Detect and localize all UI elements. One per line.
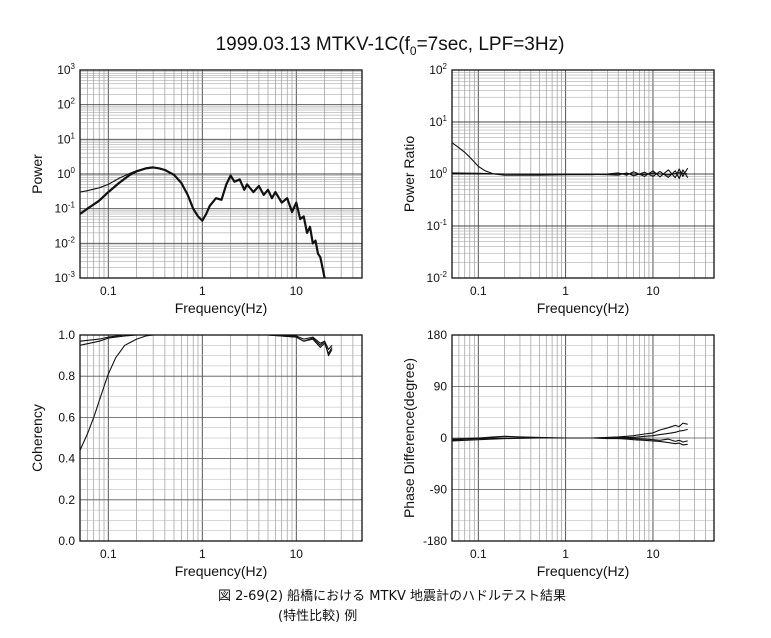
y-tick-label: 1.0 [58, 328, 75, 342]
y-tick-label: 10-1 [427, 218, 448, 233]
panel-power: 0.1 1 10 10-3 10-2 10-1 100 101 102 103 Frequency(… [29, 62, 363, 316]
x-axis-label: Frequency(Hz) [175, 300, 268, 316]
y-tick-label: 101 [429, 114, 447, 129]
y-tick-label: 90 [434, 380, 448, 394]
y-axis-label: Phase Difference(degree) [401, 358, 417, 518]
y-tick-label: 102 [429, 62, 447, 77]
series-line [79, 334, 333, 451]
series-line [451, 142, 689, 179]
x-axis-label: Frequency(Hz) [537, 563, 630, 579]
x-tick-label: 10 [646, 284, 660, 298]
plot-frame [451, 334, 715, 542]
panel-phase: 0.1 1 10 -180 -90 0 90 180 Frequency(Hz) Phase Di… [401, 328, 715, 579]
y-tick-label: 100 [429, 166, 447, 181]
series-line [79, 334, 333, 357]
y-tick-label: 10-2 [427, 270, 448, 285]
y-tick-label: 103 [57, 62, 75, 77]
x-tick-label: 10 [290, 547, 304, 561]
y-tick-label: 0.2 [58, 493, 75, 507]
y-tick-label: 10-2 [55, 235, 76, 250]
y-axis-label: Power Ratio [401, 136, 417, 212]
x-tick-label: 1 [199, 284, 206, 298]
y-axis-label: Power [29, 154, 45, 194]
series-line [451, 437, 688, 443]
x-tick-label: 10 [290, 284, 304, 298]
figure-caption-line2: (特性比較) 例 [278, 609, 357, 624]
x-tick-label: 1 [562, 284, 569, 298]
x-tick-label: 0.1 [470, 284, 487, 298]
y-axis-label: Coherency [29, 404, 45, 472]
panels: 0.1 1 1010-310-210-1100101102103Frequency(… [29, 62, 715, 579]
plot-frame [79, 69, 363, 279]
x-tick-label: 0.1 [470, 547, 487, 561]
y-tick-label: 100 [57, 166, 75, 181]
series-line [452, 172, 688, 176]
x-tick-label: 0.1 [100, 284, 117, 298]
y-tick-label: 0.8 [58, 369, 75, 383]
y-tick-label: 0 [440, 431, 447, 445]
y-tick-label: 102 [57, 97, 75, 112]
x-axis-label: Frequency(Hz) [537, 300, 630, 316]
x-tick-label: 10 [646, 547, 660, 561]
figure-title: 1999.03.13 MTKV-1C(f0=7sec, LPF=3Hz) [216, 34, 565, 58]
x-tick-label: 1 [562, 547, 569, 561]
y-tick-label: 0.0 [58, 534, 75, 548]
y-tick-label: -180 [423, 534, 447, 548]
y-tick-label: 180 [427, 328, 447, 342]
y-tick-label: 10-3 [55, 270, 76, 285]
series-line [79, 166, 203, 222]
figure-caption-line1: 図 2-69(2) 船橋における MTKV 地震計のハドルテスト結果 [218, 588, 566, 604]
panel-coherency: 0.1 1 10 0.0 0.2 0.4 0.6 0.8 1.0 Frequency(Hz) Coh… [29, 328, 363, 579]
x-axis-label: Frequency(Hz) [175, 563, 268, 579]
panel-ratio: 0.1 1 10 10-2 10-1 100 101 102 Frequency(Hz) Powe… [401, 62, 715, 316]
y-tick-label: -90 [430, 483, 448, 497]
y-tick-label: 0.4 [58, 452, 75, 466]
y-tick-label: 0.6 [58, 410, 75, 424]
x-tick-label: 0.1 [100, 547, 117, 561]
y-tick-label: 101 [57, 131, 75, 146]
y-tick-label: 10-1 [55, 201, 76, 216]
x-tick-label: 1 [199, 547, 206, 561]
